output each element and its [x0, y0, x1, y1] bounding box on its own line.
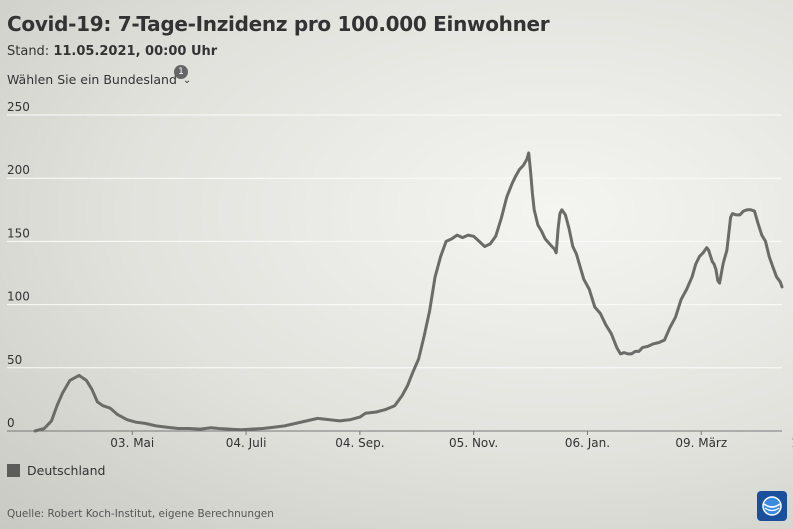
chevron-down-icon: ⌄ — [182, 75, 192, 86]
info-badge[interactable]: 1 — [174, 65, 188, 79]
y-tick-label: 150 — [7, 226, 30, 240]
stand-label: Stand: — [7, 44, 50, 59]
x-tick-label: 03. Mai — [110, 436, 154, 450]
series-line-deutschland — [33, 151, 784, 433]
x-tick-label: 05. Nov. — [449, 436, 498, 450]
y-tick-label: 100 — [7, 290, 30, 304]
incidence-chart: 0 50 100 150 200 250 03. Mai 04. Juli 04. Sep. 05… — [7, 100, 793, 450]
y-tick-label: 200 — [7, 163, 30, 177]
y-tick-label: 0 — [7, 416, 15, 430]
page-title: Covid-19: 7-Tage-Inzidenz pro 100.000 Ei… — [7, 12, 550, 36]
x-tick-label: 10. Mai — [791, 436, 793, 450]
x-tick-label: 04. Juli — [226, 436, 267, 450]
source-note: Quelle: Robert Koch-Institut, eigene Ber… — [7, 508, 274, 520]
chart-legend: Deutschland — [7, 463, 105, 478]
date-stamp: Stand: 11.05.2021, 00:00 Uhr — [7, 44, 217, 59]
legend-label: Deutschland — [27, 463, 106, 478]
series-layer — [33, 151, 784, 433]
legend-swatch — [7, 464, 20, 477]
y-tick-label: 250 — [7, 100, 30, 114]
x-tick-label: 09. März — [675, 436, 727, 450]
stand-value: 11.05.2021, 00:00 Uhr — [53, 44, 218, 59]
logo-globe-icon — [762, 496, 782, 516]
bundesland-dropdown-label: Wählen Sie ein Bundesland — [7, 72, 177, 87]
x-tick-label: 06. Jan. — [565, 436, 610, 450]
x-tick-label: 04. Sep. — [335, 436, 384, 450]
tagesschau-logo-icon[interactable] — [757, 491, 787, 521]
bundesland-dropdown[interactable]: Wählen Sie ein Bundesland ⌄ — [7, 72, 191, 87]
tick-layer: 0 50 100 150 200 250 03. Mai 04. Juli 04. Sep. 05… — [7, 100, 793, 450]
y-tick-label: 50 — [7, 353, 22, 367]
grid-layer — [7, 114, 782, 432]
